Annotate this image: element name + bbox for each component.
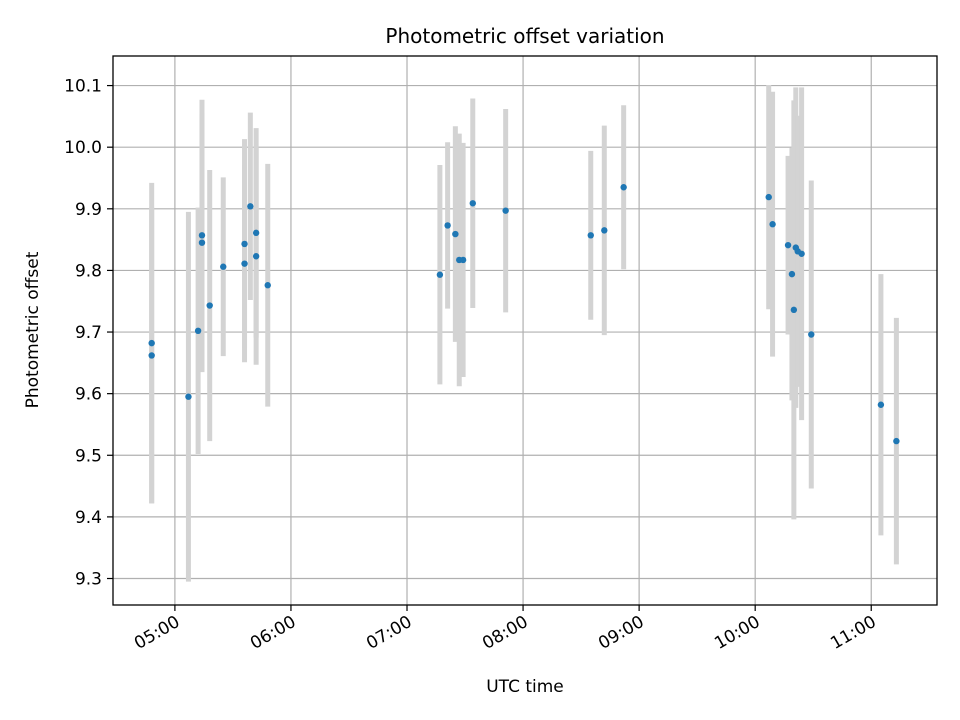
data-point xyxy=(790,306,798,314)
data-point xyxy=(220,263,227,270)
y-tick-label: 9.7 xyxy=(75,323,102,343)
data-point xyxy=(765,193,772,201)
data-point xyxy=(148,339,155,347)
data-point xyxy=(241,260,248,267)
data-point xyxy=(452,230,459,238)
data-point xyxy=(198,232,206,239)
data-point xyxy=(444,222,451,229)
data-point xyxy=(148,352,155,359)
data-point xyxy=(798,250,805,257)
data-point xyxy=(788,270,796,278)
y-tick-label: 9.4 xyxy=(75,508,102,528)
data-point xyxy=(459,256,467,264)
data-point xyxy=(198,239,206,246)
y-tick-label: 10.1 xyxy=(64,77,102,97)
data-point xyxy=(784,241,792,249)
data-point xyxy=(264,282,271,289)
data-point xyxy=(206,302,213,309)
data-point xyxy=(808,331,815,338)
data-point xyxy=(893,437,900,445)
x-axis-label: UTC time xyxy=(486,677,564,697)
y-tick-label: 9.6 xyxy=(75,385,102,405)
y-tick-label: 9.5 xyxy=(75,446,102,466)
chart-title: Photometric offset variation xyxy=(385,24,664,48)
data-point xyxy=(436,271,444,278)
data-point xyxy=(601,227,608,234)
y-tick-label: 10.0 xyxy=(64,138,102,158)
y-tick-label: 9.3 xyxy=(75,570,102,590)
y-tick-label: 9.8 xyxy=(75,261,102,281)
data-point xyxy=(247,203,254,210)
data-point xyxy=(252,229,260,237)
data-points xyxy=(148,184,900,445)
data-point xyxy=(587,232,594,239)
data-point xyxy=(769,221,776,228)
plot-frame xyxy=(112,55,938,606)
data-point xyxy=(241,240,248,248)
data-point xyxy=(620,184,627,191)
data-point xyxy=(469,200,476,207)
y-tick-label: 9.9 xyxy=(75,200,102,220)
data-point xyxy=(877,401,885,408)
y-axis-label: Photometric offset xyxy=(23,251,43,408)
data-point xyxy=(194,327,202,335)
data-point xyxy=(185,393,192,400)
data-point xyxy=(252,253,260,260)
data-point xyxy=(502,207,509,214)
